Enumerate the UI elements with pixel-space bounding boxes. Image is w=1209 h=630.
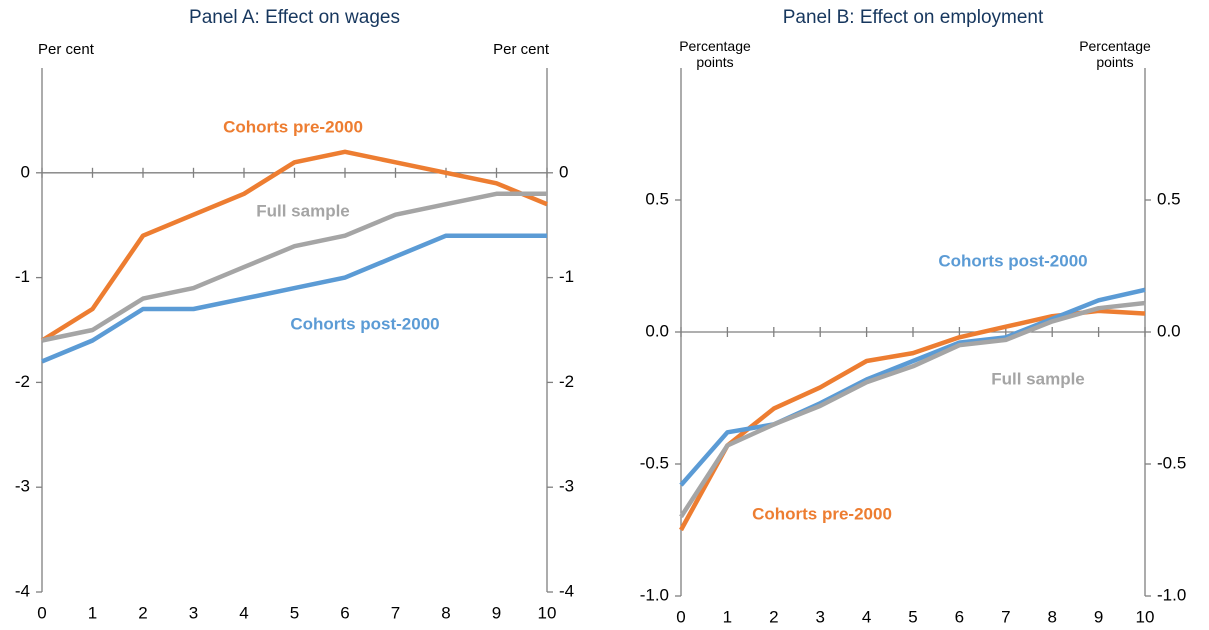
x-tick-label: 0 [37,603,46,622]
series-label: Cohorts pre-2000 [223,117,363,136]
y2-tick-label: -1.0 [1157,585,1186,604]
y2-tick-label: -3 [559,477,574,496]
x-tick-label: 4 [239,603,248,622]
series-label: Full sample [256,201,350,220]
x-tick-label: 10 [538,603,557,622]
line-series [41,191,547,343]
x-tick-label: 7 [1001,607,1010,626]
chart-title: Panel B: Effect on employment [783,7,1044,28]
line-series [679,308,1146,532]
y-tick-label: 0.0 [645,321,669,340]
x-tick-label: 6 [955,607,964,626]
x-tick-label: 3 [189,603,198,622]
y2-tick-label: 0 [559,162,568,181]
y2-tick-label: -1 [559,267,574,286]
line-series [40,149,548,343]
x-tick-label: 10 [1136,607,1155,626]
chart-title: Panel A: Effect on wages [189,7,400,28]
line-series [679,300,1146,519]
y-tick-label: 0.5 [645,189,669,208]
x-tick-label: 3 [815,607,824,626]
x-tick-label: 5 [290,603,299,622]
x-tick-label: 9 [1094,607,1103,626]
x-tick-label: 2 [138,603,147,622]
y-axis-label: Per cent [38,41,94,58]
y2-axis-label: Percentage points [1079,38,1151,70]
x-tick-label: 9 [492,603,501,622]
x-tick-label: 5 [908,607,917,626]
x-tick-label: 6 [340,603,349,622]
x-tick-label: 1 [723,607,732,626]
y-tick-label: -2 [15,372,30,391]
y2-tick-label: -4 [559,581,574,600]
x-tick-label: 2 [769,607,778,626]
y2-tick-label: -2 [559,372,574,391]
line-series [679,287,1146,487]
x-tick-label: 7 [391,603,400,622]
y-tick-label: -1.0 [640,585,669,604]
y2-axis-label: Per cent [493,41,549,58]
series-label: Full sample [991,369,1085,388]
y-tick-label: -0.5 [640,453,669,472]
y2-tick-label: 0.0 [1157,321,1181,340]
y2-tick-label: 0.5 [1157,189,1181,208]
series-label: Cohorts post-2000 [938,251,1087,270]
x-tick-label: 1 [88,603,97,622]
x-tick-label: 4 [862,607,871,626]
line-series [41,233,547,364]
x-tick-label: 0 [676,607,685,626]
y-tick-label: 0 [21,162,30,181]
x-tick-label: 8 [441,603,450,622]
y-tick-label: -1 [15,267,30,286]
y-axis-label: Percentage points [679,38,751,70]
y-tick-label: -4 [15,581,30,600]
x-tick-label: 8 [1047,607,1056,626]
series-label: Cohorts post-2000 [290,314,439,333]
y-tick-label: -3 [15,477,30,496]
y2-tick-label: -0.5 [1157,453,1186,472]
series-label: Cohorts pre-2000 [752,504,892,523]
